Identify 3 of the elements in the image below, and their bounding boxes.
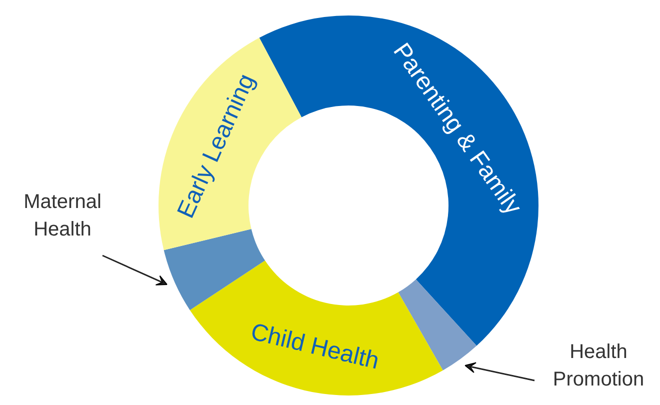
slice-label: Maternal Health	[24, 190, 102, 240]
slice-label: Health Promotion	[552, 340, 644, 390]
slice-label: Child Health	[248, 318, 382, 375]
